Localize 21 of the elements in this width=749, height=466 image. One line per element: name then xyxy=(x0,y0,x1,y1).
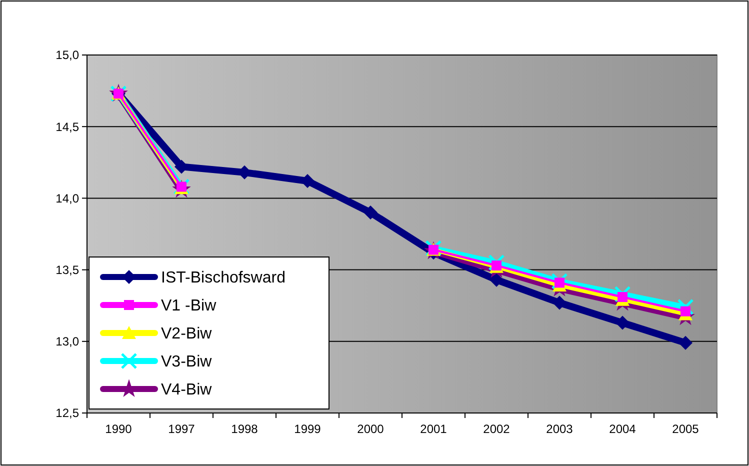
y-tick-label: 15,0 xyxy=(56,48,80,62)
legend-label: V4-Biw xyxy=(161,382,212,399)
y-tick-label: 14,0 xyxy=(56,191,80,206)
y-tick-label: 13,5 xyxy=(56,263,80,277)
x-tick-label: 1997 xyxy=(168,422,196,436)
x-tick-label: 1990 xyxy=(105,422,132,436)
x-tick-label: 2003 xyxy=(546,422,574,436)
x-tick-label: 2000 xyxy=(357,422,384,436)
x-tick-label: 1999 xyxy=(294,422,322,436)
y-tick-label: 14,5 xyxy=(56,120,80,134)
legend-label: V2-Biw xyxy=(161,326,212,343)
x-tick-label: 2002 xyxy=(483,422,510,436)
x-tick-label: 2004 xyxy=(609,422,636,436)
legend-label: IST-Bischofsward xyxy=(161,270,286,287)
legend-label: V1 -Biw xyxy=(161,298,217,315)
x-tick-label: 1998 xyxy=(231,422,258,436)
legend-label: V3-Biw xyxy=(161,354,212,371)
y-tick-label: 13,0 xyxy=(56,334,80,349)
y-tick-label: 12,5 xyxy=(56,406,80,420)
x-tick-label: 2001 xyxy=(420,422,448,436)
x-tick-label: 2005 xyxy=(672,422,700,436)
